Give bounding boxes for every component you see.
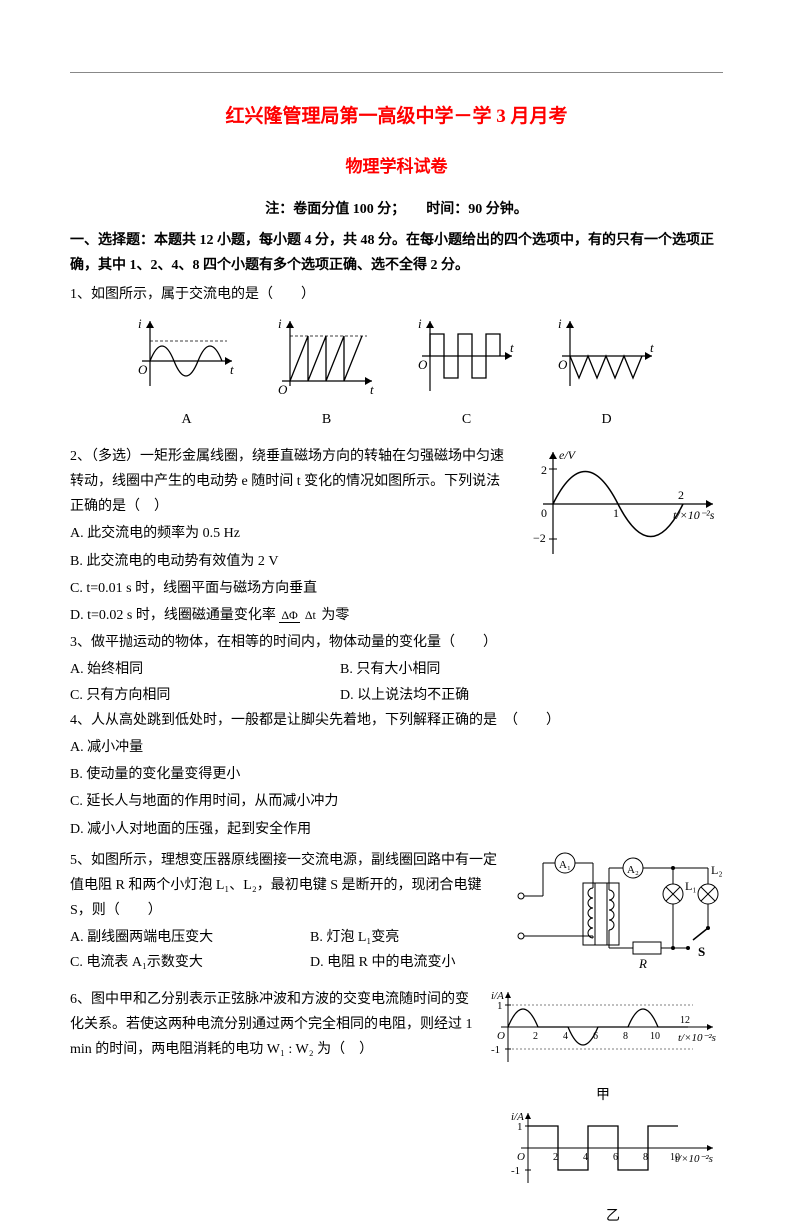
svg-text:2: 2 [533, 1031, 538, 1042]
q4-optB: B. 使动量的变化量变得更小 [70, 762, 723, 787]
svg-text:i: i [138, 316, 142, 331]
svg-text:10: 10 [670, 1152, 680, 1163]
q3-optD: D. 以上说法均不正确 [340, 683, 469, 708]
svg-text:t: t [230, 362, 234, 377]
fraction-icon: ΔΦ Δt [279, 609, 318, 622]
q2-optD-pre: D. t=0.02 s 时，线圈磁通量变化率 [70, 608, 276, 623]
svg-text:10: 10 [650, 1031, 660, 1042]
svg-text:1: 1 [517, 1121, 523, 1133]
svg-text:O: O [278, 382, 288, 396]
svg-text:2: 2 [678, 488, 684, 502]
q6-label-jia: 甲 [483, 1083, 723, 1108]
svg-text:2: 2 [553, 1152, 558, 1163]
q3-text: 3、做平抛运动的物体，在相等的时间内，物体动量的变化量（ ） [70, 630, 723, 655]
q3-optA: A. 始终相同 [70, 657, 300, 682]
svg-text:L₁: L₁ [685, 879, 697, 893]
svg-text:O: O [558, 357, 568, 372]
svg-text:4: 4 [583, 1152, 588, 1163]
q2-optC: C. t=0.01 s 时，线圈平面与磁场方向垂直 [70, 576, 723, 601]
title-main: 红兴隆管理局第一高级中学－学 3 月月考 [70, 100, 723, 134]
q5-optD: D. 电阻 R 中的电流变小 [310, 950, 455, 975]
svg-text:i: i [418, 316, 422, 331]
svg-text:8: 8 [643, 1152, 648, 1163]
svg-text:A₂: A₂ [627, 864, 639, 876]
svg-text:t: t [370, 382, 374, 396]
svg-text:-1: -1 [511, 1165, 520, 1177]
frac-den: Δt [303, 608, 318, 622]
q1-label-c: C [412, 407, 522, 432]
q4-optA: A. 减小冲量 [70, 735, 723, 760]
q5-figure: A₁ A₂ L₁ [513, 848, 723, 987]
q6-block: i/A 1 -1 O t/×10⁻²s 246 81012 甲 6、图中甲和乙分… [70, 987, 723, 1230]
svg-text:−2: −2 [533, 531, 546, 545]
svg-text:R: R [638, 956, 647, 971]
q1-fig-b: i t O B [272, 316, 382, 432]
q1-figures: i t O A i t O B i t O [70, 316, 723, 432]
q2-block: e/V t/×10⁻²s 0 2 −2 1 2 2、（多选）一矩形金属线圈，绕垂… [70, 444, 723, 630]
svg-text:e/V: e/V [559, 448, 577, 462]
q1-label-b: B [272, 407, 382, 432]
svg-text:t/×10⁻²s: t/×10⁻²s [678, 1032, 716, 1044]
q1-fig-a: i t O A [132, 316, 242, 432]
title-sub: 物理学科试卷 [70, 152, 723, 183]
svg-text:O: O [517, 1151, 525, 1163]
svg-text:-1: -1 [491, 1044, 500, 1056]
svg-text:S: S [698, 944, 705, 959]
svg-text:i: i [278, 316, 282, 331]
q1-label-a: A [132, 407, 242, 432]
svg-text:1: 1 [613, 506, 619, 520]
q5-row1: A. 副线圈两端电压变大 B. 灯泡 L₁变亮 [70, 925, 503, 950]
frac-num: ΔΦ [279, 608, 300, 623]
svg-text:t: t [510, 340, 514, 355]
section1-header: 一、选择题：本题共 12 小题，每小题 4 分，共 48 分。在每小题给出的四个… [70, 228, 723, 278]
svg-text:O: O [138, 362, 148, 377]
svg-text:1: 1 [497, 1000, 503, 1012]
q5-row2: C. 电流表 A₁示数变大 D. 电阻 R 中的电流变小 [70, 950, 503, 975]
q1-text: 1、如图所示，属于交流电的是（ ） [70, 282, 723, 307]
q3-optB: B. 只有大小相同 [340, 657, 440, 682]
q4-optD: D. 减小人对地面的压强，起到安全作用 [70, 817, 723, 842]
q4-text: 4、人从高处跳到低处时，一般都是让脚尖先着地，下列解释正确的是 （ ） [70, 708, 723, 733]
svg-text:A₁: A₁ [559, 859, 571, 871]
svg-text:12: 12 [680, 1015, 690, 1026]
svg-text:6: 6 [613, 1152, 618, 1163]
q1-fig-c: i t O C [412, 316, 522, 432]
svg-text:0: 0 [541, 506, 547, 520]
q5-optC: C. 电流表 A₁示数变大 [70, 950, 270, 975]
svg-text:t/×10⁻²s: t/×10⁻²s [675, 1153, 713, 1165]
q1-label-d: D [552, 407, 662, 432]
top-rule [70, 72, 723, 73]
q4-optC: C. 延长人与地面的作用时间，从而减小冲力 [70, 789, 723, 814]
q1-fig-d: i t O D [552, 316, 662, 432]
q2-optD-post: 为零 [321, 608, 349, 623]
q6-figure-yi: i/A 1 -1 O t/×10⁻²s 246 810 乙 [503, 1108, 723, 1229]
q3-optC: C. 只有方向相同 [70, 683, 300, 708]
q5-optB: B. 灯泡 L₁变亮 [310, 925, 399, 950]
svg-text:t: t [650, 340, 654, 355]
q2-figure: e/V t/×10⁻²s 0 2 −2 1 2 [523, 444, 723, 573]
svg-text:O: O [418, 357, 428, 372]
q6-figure-jia: i/A 1 -1 O t/×10⁻²s 246 81012 甲 [483, 987, 723, 1108]
q2-optD: D. t=0.02 s 时，线圈磁通量变化率 ΔΦ Δt 为零 [70, 603, 723, 628]
svg-text:i: i [558, 316, 562, 331]
q3-row2: C. 只有方向相同 D. 以上说法均不正确 [70, 683, 723, 708]
q5-block: A₁ A₂ L₁ [70, 848, 723, 987]
svg-text:2: 2 [541, 463, 547, 477]
svg-text:8: 8 [623, 1031, 628, 1042]
exam-note: 注：卷面分值 100 分； 时间：90 分钟。 [70, 197, 723, 222]
svg-text:O: O [497, 1030, 505, 1042]
q3-row1: A. 始终相同 B. 只有大小相同 [70, 657, 723, 682]
q5-optA: A. 副线圈两端电压变大 [70, 925, 270, 950]
q6-label-yi: 乙 [503, 1204, 723, 1229]
svg-text:L₂: L₂ [711, 863, 723, 877]
svg-text:4: 4 [563, 1031, 568, 1042]
